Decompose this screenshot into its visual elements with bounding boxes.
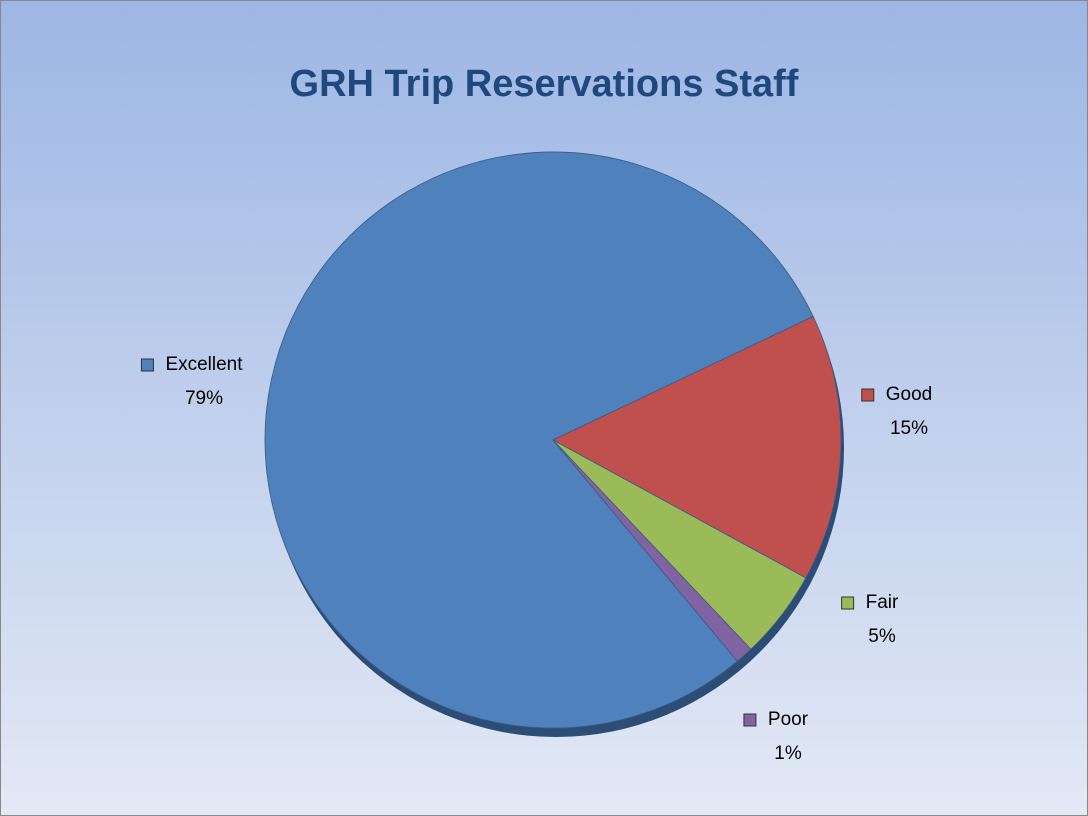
slice-value-label: 79% [185, 388, 223, 409]
slice-label: Poor [768, 709, 809, 730]
legend-key [861, 388, 875, 402]
pie-slice [552, 315, 842, 579]
pie-slice [264, 151, 814, 729]
slice-label: Fair [866, 592, 899, 613]
slice-value-label: 1% [774, 743, 802, 764]
slice-label: Good [886, 384, 932, 405]
slice-value-label: 15% [890, 418, 928, 439]
slice-label: Excellent [165, 354, 243, 375]
legend-key [841, 596, 855, 610]
slice-value-label: 5% [868, 626, 896, 647]
chart-title: GRH Trip Reservations Staff [290, 63, 799, 105]
pie-slice [552, 439, 752, 662]
legend-key [743, 713, 757, 727]
legend-key [140, 358, 154, 372]
